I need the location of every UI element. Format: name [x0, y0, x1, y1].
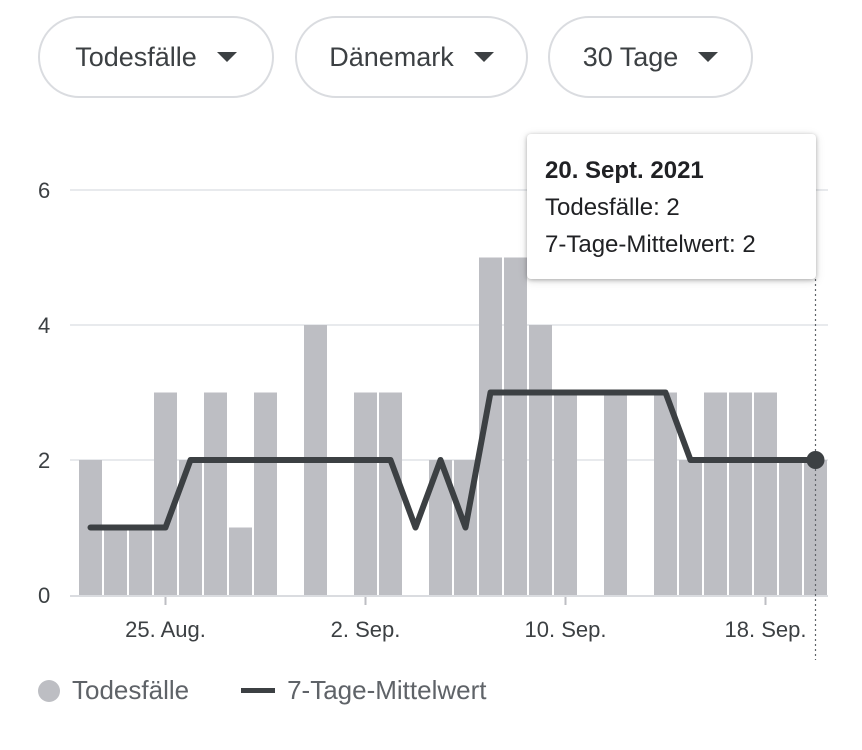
chevron-down-icon [473, 52, 494, 62]
chevron-down-icon [216, 52, 237, 62]
range-dropdown-label: 30 Tage [582, 41, 679, 72]
bar [479, 257, 502, 595]
deaths-chart[interactable]: 0 2 4 6 25. Aug. 2. Sep. 10. Sep. 18. Sep. [0, 0, 862, 670]
bar [229, 527, 252, 595]
bar [129, 527, 152, 595]
bar [379, 392, 402, 595]
average-line [87, 389, 819, 531]
legend-bar-swatch [38, 679, 60, 702]
bar [604, 392, 627, 595]
chart-tooltip: 20. Sept. 2021 Todesfälle: 2 7-Tage-Mitt… [527, 134, 816, 279]
bar [204, 392, 227, 595]
x-tick-label: 18. Sep. [725, 617, 807, 642]
bar [179, 460, 202, 595]
range-dropdown[interactable]: 30 Tage [548, 16, 753, 98]
tooltip-average: 7-Tage-Mittelwert: 2 [545, 231, 756, 258]
y-tick-label: 0 [38, 583, 50, 608]
bar [254, 392, 277, 595]
chevron-down-icon [698, 52, 719, 62]
bar [554, 392, 577, 595]
chart-legend: Todesfälle 7-Tage-Mittelwert [38, 675, 486, 706]
legend-bars-label: Todesfälle [72, 675, 190, 705]
legend-line-swatch [241, 688, 276, 693]
region-dropdown[interactable]: Dänemark [295, 16, 528, 98]
bar [779, 460, 802, 595]
legend-line-label: 7-Tage-Mittelwert [287, 675, 487, 705]
y-tick-label: 4 [38, 313, 50, 338]
bar [154, 392, 177, 595]
bar [679, 460, 702, 595]
bar [804, 460, 827, 595]
tooltip-date: 20. Sept. 2021 [545, 157, 704, 184]
bar [429, 460, 452, 595]
region-dropdown-label: Dänemark [329, 41, 454, 72]
bar [104, 527, 127, 595]
y-tick-label: 2 [38, 448, 50, 473]
x-tick-label: 2. Sep. [331, 617, 401, 642]
x-tick-label: 10. Sep. [525, 617, 607, 642]
bar [729, 392, 752, 595]
metric-dropdown-label: Todesfälle [75, 41, 197, 72]
y-tick-label: 6 [38, 178, 50, 203]
bar [354, 392, 377, 595]
bar [529, 325, 552, 595]
bar [704, 392, 727, 595]
metric-dropdown[interactable]: Todesfälle [38, 16, 274, 98]
bar [754, 392, 777, 595]
x-tick-label: 25. Aug. [125, 617, 206, 642]
tooltip-deaths: Todesfälle: 2 [545, 194, 680, 221]
highlight-point [806, 451, 825, 469]
bar [654, 392, 677, 595]
bar [504, 257, 527, 595]
